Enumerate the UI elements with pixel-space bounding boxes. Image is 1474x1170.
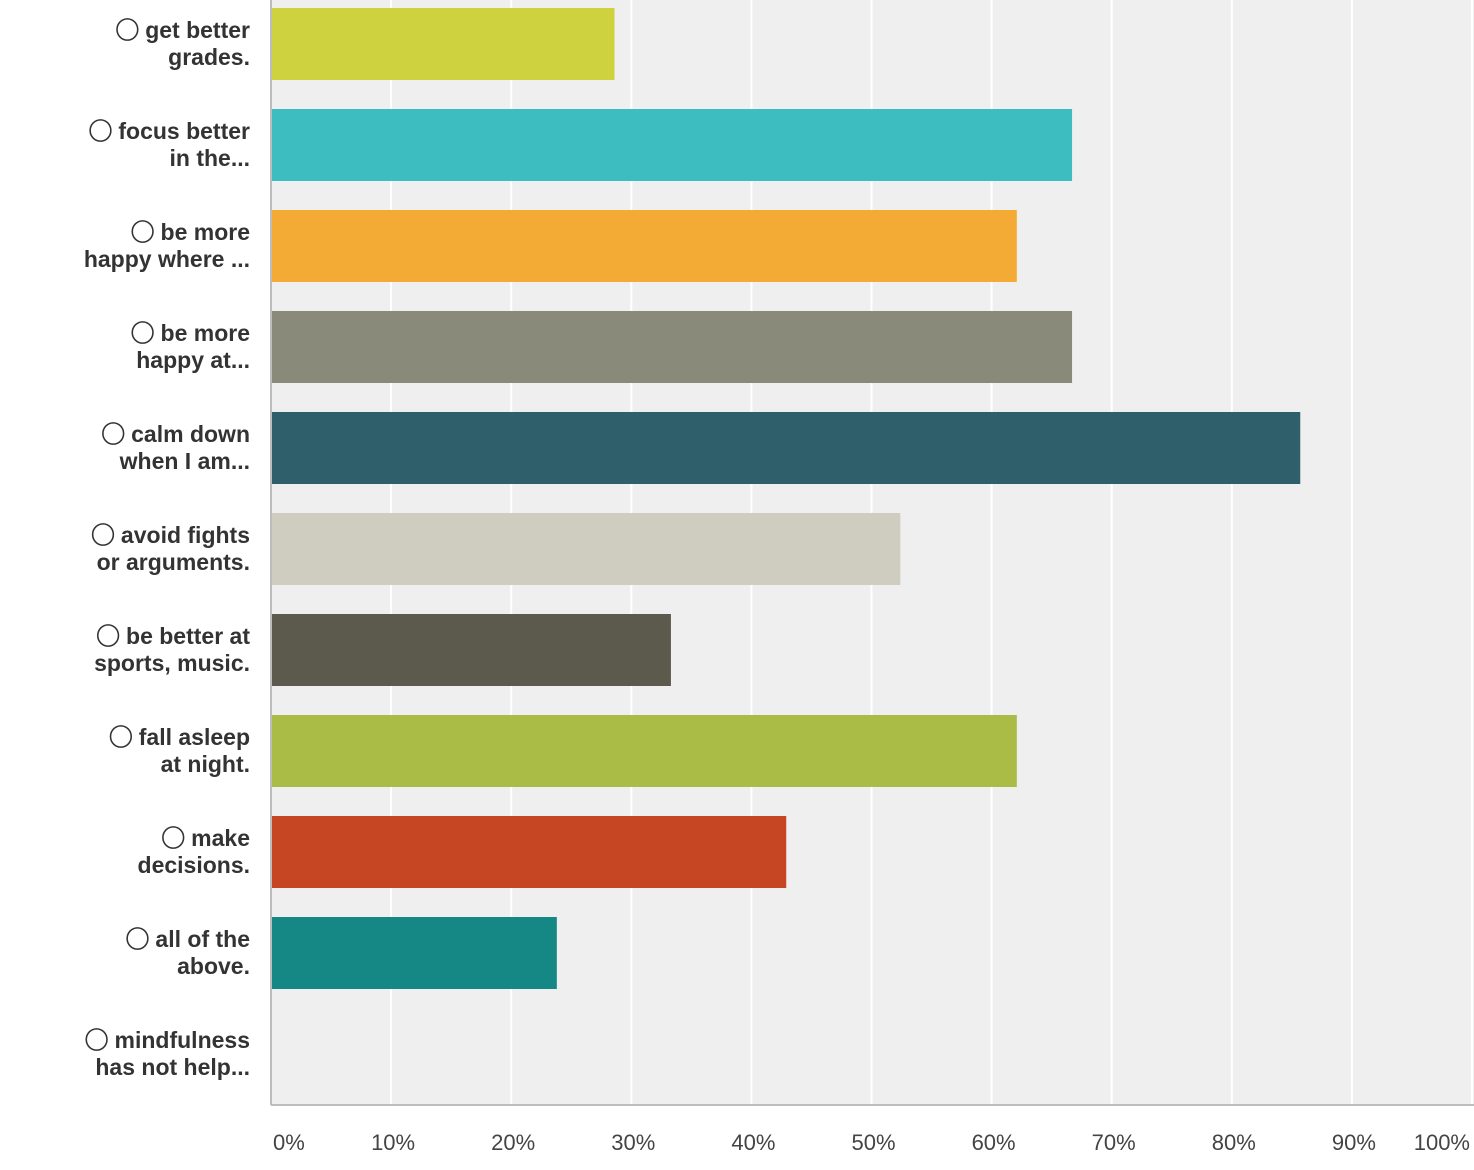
category-label: ⃝ avoid fights xyxy=(92,522,250,548)
category-label: ⃝ be more xyxy=(131,320,250,346)
category-label: ⃝ fall asleep xyxy=(109,724,250,750)
x-tick-label: 80% xyxy=(1212,1130,1256,1155)
category-label: ⃝ make xyxy=(162,825,250,851)
category-label: above. xyxy=(177,953,250,979)
bar xyxy=(271,210,1017,282)
category-label: ⃝ focus better xyxy=(89,118,250,144)
category-label: at night. xyxy=(161,751,250,777)
category-label: ⃝ calm down xyxy=(102,421,250,447)
x-tick-label: 0% xyxy=(273,1130,305,1155)
category-label: happy at... xyxy=(136,347,250,373)
bar xyxy=(271,8,615,80)
x-tick-label: 30% xyxy=(611,1130,655,1155)
bar xyxy=(271,917,557,989)
category-label: when I am... xyxy=(119,448,250,474)
category-label: sports, music. xyxy=(94,650,250,676)
x-tick-label: 90% xyxy=(1332,1130,1376,1155)
bar xyxy=(271,816,787,888)
category-label: grades. xyxy=(168,44,250,70)
x-tick-label: 10% xyxy=(371,1130,415,1155)
bars xyxy=(271,8,1301,989)
category-label: ⃝ be more xyxy=(131,219,250,245)
bar xyxy=(271,412,1301,484)
category-label: ⃝ get better xyxy=(116,17,250,43)
bar xyxy=(271,109,1073,181)
category-label: happy where ... xyxy=(84,246,250,272)
x-tick-label: 20% xyxy=(491,1130,535,1155)
bar xyxy=(271,715,1017,787)
category-label: in the... xyxy=(170,145,251,171)
category-label: ⃝ be better at xyxy=(97,623,251,649)
bar xyxy=(271,513,901,585)
x-tick-label: 60% xyxy=(972,1130,1016,1155)
category-label: or arguments. xyxy=(97,549,250,575)
category-label: ⃝ mindfulness xyxy=(85,1027,250,1053)
bar xyxy=(271,614,671,686)
category-label: has not help... xyxy=(95,1054,250,1080)
category-label: decisions. xyxy=(138,852,250,878)
category-label: ⃝ all of the xyxy=(126,926,250,952)
x-tick-label: 50% xyxy=(851,1130,895,1155)
x-tick-label: 100% xyxy=(1414,1130,1470,1155)
bar xyxy=(271,311,1073,383)
x-tick-labels: 0% 10% 20% 30% 40% 50% 60% 70% 80% 90% 100% xyxy=(273,1130,1470,1155)
x-tick-label: 70% xyxy=(1092,1130,1136,1155)
x-tick-label: 40% xyxy=(731,1130,775,1155)
